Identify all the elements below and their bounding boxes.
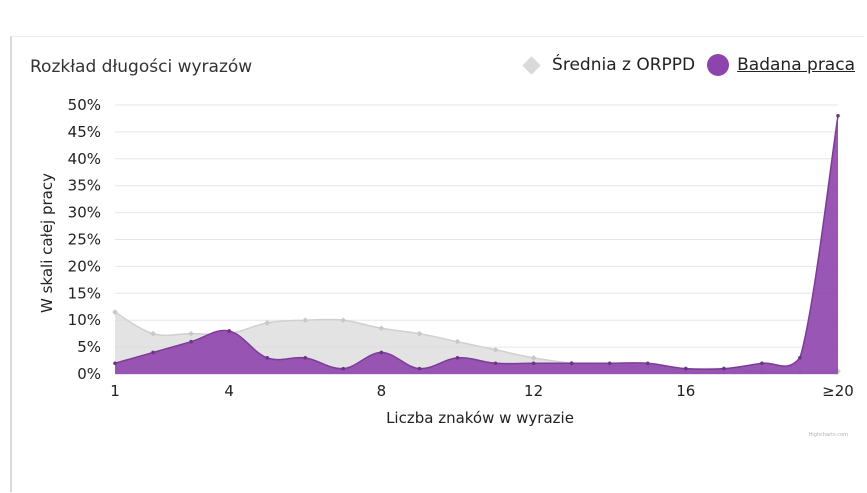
series-layer — [112, 113, 841, 375]
data-point — [265, 356, 270, 360]
data-point — [340, 317, 347, 324]
data-point — [530, 355, 537, 361]
legend-item-badana[interactable]: Badana praca — [707, 54, 855, 76]
y-axis-ticks: 0% 5% 10% 15% 20% 25% 30% 35% 40% 45% 50% — [68, 96, 101, 383]
x-axis-title: Liczba znaków w wyrazie — [386, 409, 574, 427]
data-point — [150, 330, 156, 337]
x-tick-label: 8 — [377, 382, 387, 400]
chart-card — [10, 36, 864, 492]
data-point — [836, 113, 840, 118]
data-point — [151, 350, 155, 355]
y-tick-label: 30% — [68, 204, 101, 222]
circle-marker-icon — [707, 54, 730, 76]
data-point — [493, 361, 498, 366]
y-axis-title: W skali całej pracy — [38, 173, 56, 313]
x-tick-label: 4 — [224, 382, 234, 400]
data-point — [607, 361, 612, 366]
y-tick-label: 35% — [68, 177, 101, 195]
y-tick-label: 15% — [68, 284, 101, 302]
data-point — [492, 346, 499, 353]
data-point — [722, 366, 726, 371]
data-point — [264, 320, 271, 326]
series-area-1 — [115, 115, 838, 374]
y-tick-label: 5% — [77, 338, 101, 356]
data-point — [227, 329, 231, 333]
data-point — [798, 356, 802, 360]
x-tick-label: 1 — [110, 382, 120, 400]
x-axis-ticks: 1 4 8 12 16 ≥20 — [110, 382, 854, 400]
data-point — [188, 330, 194, 337]
x-tick-label: 16 — [676, 382, 695, 400]
x-tick-label: ≥20 — [822, 382, 854, 400]
data-point — [454, 338, 461, 345]
y-tick-label: 10% — [68, 311, 101, 329]
y-tick-label: 0% — [77, 365, 101, 383]
x-tick-label: 12 — [524, 382, 543, 400]
data-point — [303, 356, 308, 360]
data-point — [417, 366, 422, 371]
data-point — [416, 330, 423, 337]
chart-title: Rozkład długości wyrazów — [30, 57, 253, 77]
y-tick-label: 50% — [68, 96, 101, 114]
y-tick-label: 40% — [68, 150, 101, 168]
chart-credit: Highcharts.com — [809, 432, 848, 438]
data-point — [341, 366, 346, 371]
y-tick-label: 20% — [68, 257, 101, 275]
data-point — [379, 350, 384, 355]
data-point — [189, 339, 193, 344]
legend-label-badana: Badana praca — [737, 55, 855, 75]
data-point — [455, 356, 460, 360]
data-point — [760, 361, 764, 366]
data-point — [531, 361, 536, 366]
data-point — [569, 361, 574, 366]
data-point — [378, 325, 385, 332]
data-point — [302, 317, 309, 324]
chart-legend: Średnia z ORPPD Badana praca — [522, 54, 855, 76]
legend-label-srednia: Średnia z ORPPD — [552, 55, 696, 75]
data-point — [113, 361, 117, 366]
y-tick-label: 45% — [68, 123, 101, 141]
data-point — [112, 309, 118, 315]
legend-item-srednia[interactable]: Średnia z ORPPD — [522, 55, 696, 75]
y-tick-label: 25% — [68, 231, 101, 249]
data-point — [645, 361, 650, 366]
data-point — [683, 366, 688, 371]
